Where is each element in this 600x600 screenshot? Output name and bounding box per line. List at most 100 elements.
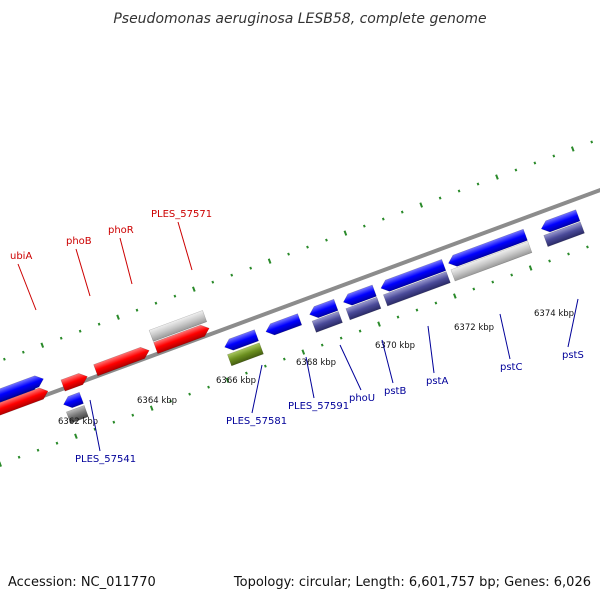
ruler-tick bbox=[590, 140, 594, 144]
leader-phoB bbox=[75, 248, 91, 297]
ruler-tick bbox=[491, 280, 495, 284]
genome-track bbox=[0, 125, 600, 477]
gene-label-pstB[interactable]: pstB bbox=[384, 386, 406, 397]
ruler-forward-ticks bbox=[3, 140, 594, 361]
gene-PLES_57571-cds[interactable] bbox=[153, 323, 212, 354]
ruler-tick bbox=[131, 413, 135, 417]
gene-PLES_57581[interactable] bbox=[223, 329, 259, 353]
gene-label-PLES_57581[interactable]: PLES_57581 bbox=[226, 416, 287, 427]
ruler-tick bbox=[40, 342, 45, 348]
ruler-label-6372: 6372 kbp bbox=[454, 323, 494, 333]
ruler-tick bbox=[21, 350, 25, 354]
accession-text: Accession: NC_011770 bbox=[8, 575, 156, 590]
map-title: Pseudomonas aeruginosa LESB58, complete … bbox=[113, 11, 486, 27]
gene-label-pstC[interactable]: pstC bbox=[500, 362, 522, 373]
ruler-tick bbox=[419, 202, 423, 208]
gene-label-phoB[interactable]: phoB bbox=[66, 236, 92, 247]
ruler-tick bbox=[570, 146, 575, 152]
ruler-tick bbox=[211, 280, 215, 284]
ruler-tick bbox=[192, 286, 196, 292]
leader-PLES_57581 bbox=[251, 364, 263, 414]
ruler-tick bbox=[548, 259, 551, 263]
ruler-tick bbox=[377, 321, 381, 327]
gene-label-PLES_57591[interactable]: PLES_57591 bbox=[288, 401, 349, 412]
ruler-tick bbox=[112, 420, 116, 424]
ruler-tick bbox=[415, 308, 419, 312]
ruler-tick bbox=[438, 196, 442, 200]
ruler-tick bbox=[149, 405, 154, 411]
ruler-tick bbox=[207, 385, 210, 389]
gene-PLES_57581-cds[interactable] bbox=[227, 342, 264, 367]
gene-label-ubiA[interactable]: ubiA bbox=[10, 251, 32, 262]
ruler-tick bbox=[434, 301, 438, 305]
ruler-tick bbox=[116, 314, 120, 320]
leader-pstB bbox=[381, 339, 394, 384]
ruler-label-6364: 6364 kbp bbox=[137, 396, 177, 406]
gene-PLES_57571[interactable] bbox=[148, 310, 208, 342]
ruler-tick bbox=[36, 448, 40, 452]
ruler-tick bbox=[476, 182, 480, 186]
gene-pstS-cds[interactable] bbox=[543, 221, 585, 248]
gene-phoR[interactable] bbox=[93, 345, 152, 377]
ruler-tick bbox=[400, 210, 404, 214]
gene-pstB[interactable] bbox=[341, 284, 377, 308]
gene-PLES_57541-cds[interactable] bbox=[66, 405, 89, 424]
gene-ubiA-cds[interactable] bbox=[0, 385, 50, 418]
leader-pstA bbox=[427, 325, 435, 374]
leader-PLES_57591 bbox=[305, 356, 315, 399]
ruler-tick bbox=[249, 266, 253, 270]
ruler-tick bbox=[188, 392, 191, 396]
ruler-label-6362: 6362 kbp bbox=[58, 417, 98, 427]
leader-lines bbox=[17, 221, 579, 452]
ruler-tick bbox=[362, 224, 366, 228]
gene-phoU[interactable] bbox=[308, 298, 339, 320]
ruler-tick bbox=[586, 245, 589, 249]
leader-PLES_57541 bbox=[89, 399, 101, 452]
ruler-tick bbox=[282, 357, 286, 361]
ruler-label-6374: 6374 kbp bbox=[534, 309, 574, 319]
ruler-tick bbox=[552, 154, 556, 158]
ruler-tick bbox=[514, 168, 518, 172]
gene-label-pstA[interactable]: pstA bbox=[426, 376, 448, 387]
ruler-tick bbox=[358, 329, 362, 333]
leader-phoU bbox=[339, 344, 362, 391]
gene-label-PLES_57541[interactable]: PLES_57541 bbox=[75, 454, 136, 465]
gene-pstS[interactable] bbox=[539, 209, 581, 235]
gene-label-phoU[interactable]: phoU bbox=[349, 393, 375, 404]
ruler-reverse-ticks bbox=[0, 245, 589, 467]
gene-label-phoR[interactable]: phoR bbox=[108, 225, 134, 236]
ruler-tick bbox=[567, 252, 570, 256]
leader-phoR bbox=[119, 237, 133, 285]
gene-pstC[interactable] bbox=[446, 228, 528, 269]
gene-ubiA[interactable] bbox=[0, 373, 46, 406]
ruler-tick bbox=[264, 364, 267, 368]
ruler-label-6368: 6368 kbp bbox=[296, 358, 336, 368]
ruler-tick bbox=[55, 441, 59, 445]
gene-pstA-cds[interactable] bbox=[383, 271, 451, 307]
gene-PLES_57591[interactable] bbox=[264, 313, 303, 338]
ruler-label-6370: 6370 kbp bbox=[375, 341, 415, 351]
ruler-tick bbox=[0, 461, 2, 467]
gene-label-PLES_57571[interactable]: PLES_57571 bbox=[151, 209, 212, 220]
gene-pstA[interactable] bbox=[379, 258, 447, 293]
ruler-tick bbox=[457, 189, 461, 193]
ruler-tick bbox=[245, 371, 248, 375]
ruler-label-6366: 6366 kbp bbox=[216, 376, 256, 386]
ruler-tick bbox=[17, 455, 21, 459]
ruler-tick bbox=[339, 336, 343, 340]
genome-summary-text: Topology: circular; Length: 6,601,757 bp… bbox=[233, 575, 591, 590]
gene-PLES_57541[interactable] bbox=[61, 391, 84, 410]
ruler-tick bbox=[510, 273, 514, 277]
ruler-tick bbox=[154, 301, 158, 305]
gene-label-pstS[interactable]: pstS bbox=[562, 350, 584, 361]
ruler-tick bbox=[97, 322, 101, 326]
gene-phoU-cds[interactable] bbox=[311, 311, 343, 333]
ruler-tick bbox=[301, 349, 306, 355]
gene-pstC-cds[interactable] bbox=[450, 241, 533, 282]
ruler-tick bbox=[381, 217, 385, 221]
gene-phoB[interactable] bbox=[60, 371, 90, 392]
ruler-tick bbox=[533, 161, 537, 165]
gene-pstB-cds[interactable] bbox=[345, 296, 382, 321]
